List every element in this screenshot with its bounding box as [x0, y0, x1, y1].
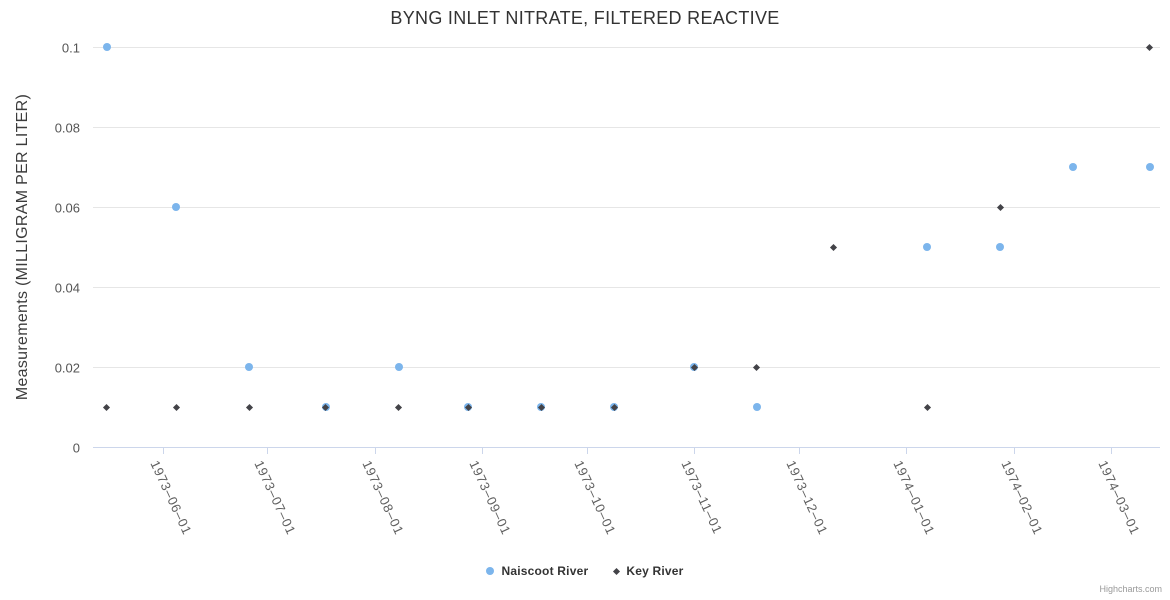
credits-link[interactable]: Highcharts.com: [1099, 584, 1162, 594]
data-point-key-river[interactable]: [753, 363, 761, 371]
data-point-key-river[interactable]: [245, 403, 253, 411]
y-gridline: [93, 287, 1160, 288]
y-axis-label: 0.1: [61, 40, 80, 56]
diamond-marker-icon: [613, 567, 621, 575]
legend-label: Naiscoot River: [501, 564, 589, 578]
x-axis-label: 1973–12–01: [782, 458, 831, 538]
y-axis-label: 0: [72, 440, 80, 456]
data-point-key-river[interactable]: [829, 243, 837, 251]
x-axis-label: 1974–02–01: [998, 458, 1046, 538]
y-axis-label: 0.08: [54, 120, 80, 136]
x-axis-label: 1973–07–01: [251, 458, 299, 538]
x-axis-label: 1973–09–01: [466, 458, 515, 538]
chart-title: BYNG INLET NITRATE, FILTERED REACTIVE: [390, 8, 780, 28]
data-point-naiscoot-river[interactable]: [1069, 163, 1078, 171]
x-axis-label: 1973–10–01: [570, 458, 619, 538]
x-axis-tick: [1014, 448, 1016, 454]
x-axis-tick: [266, 448, 268, 454]
y-axis-label: 0.02: [54, 360, 80, 376]
y-axis-title: Measurements (MILLIGRAM PER LITER): [14, 93, 31, 401]
data-point-key-river[interactable]: [923, 403, 931, 411]
x-axis-line: [93, 447, 1160, 448]
y-gridline: [93, 47, 1160, 48]
x-axis-tick: [694, 448, 696, 454]
y-gridline: [93, 367, 1160, 368]
y-axis-label: 0.06: [54, 200, 80, 216]
data-point-key-river[interactable]: [395, 403, 403, 411]
data-point-key-river[interactable]: [996, 203, 1004, 211]
data-point-key-river[interactable]: [1146, 43, 1154, 51]
y-gridline: [93, 127, 1160, 128]
x-axis-tick: [162, 448, 164, 454]
legend-item-naiscoot-river[interactable]: Naiscoot River: [486, 564, 588, 578]
data-point-naiscoot-river[interactable]: [1145, 163, 1154, 171]
data-point-naiscoot-river[interactable]: [923, 243, 932, 251]
x-axis-label: 1974–03–01: [1095, 458, 1144, 538]
x-axis-tick: [374, 448, 376, 454]
x-axis-tick: [906, 448, 908, 454]
x-axis-label: 1973–06–01: [146, 458, 195, 538]
y-axis-label: 0.04: [54, 280, 80, 296]
x-axis-tick: [586, 448, 588, 454]
data-point-naiscoot-river[interactable]: [996, 243, 1005, 251]
x-axis-tick: [798, 448, 800, 454]
data-point-naiscoot-river[interactable]: [172, 203, 181, 211]
legend-label: Key River: [626, 564, 684, 578]
x-axis-label: 1974–01–01: [890, 458, 939, 538]
data-point-naiscoot-river[interactable]: [245, 363, 254, 371]
data-point-key-river[interactable]: [172, 403, 180, 411]
data-point-key-river[interactable]: [103, 403, 111, 411]
legend: Naiscoot River Key River: [0, 561, 1170, 581]
y-gridline: [93, 207, 1160, 208]
x-axis-tick: [1111, 448, 1113, 454]
x-axis-label: 1973–08–01: [358, 458, 407, 538]
x-axis-label: 1973–11–01: [678, 458, 726, 537]
data-point-naiscoot-river[interactable]: [102, 43, 111, 51]
data-point-naiscoot-river[interactable]: [394, 363, 403, 371]
data-point-naiscoot-river[interactable]: [752, 403, 761, 411]
x-axis-tick: [482, 448, 484, 454]
circle-marker-icon: [486, 567, 495, 575]
legend-item-key-river[interactable]: Key River: [613, 564, 684, 578]
